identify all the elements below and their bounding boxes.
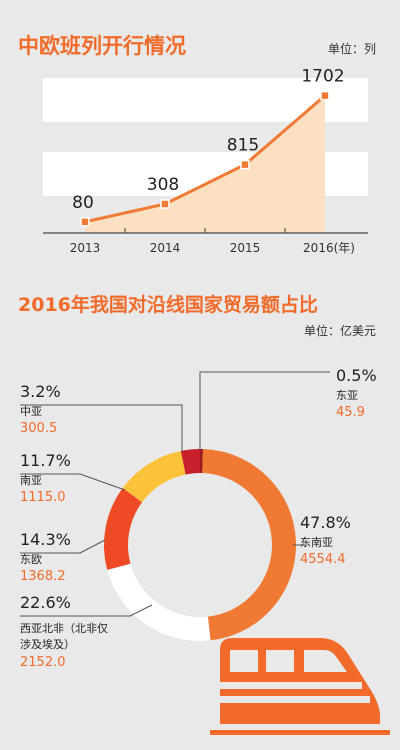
- leader-line: [20, 539, 106, 554]
- x-tick-label: 2014: [150, 241, 181, 255]
- slice-value: 300.5: [20, 421, 57, 436]
- leader-line: [20, 404, 183, 452]
- data-point: [320, 90, 330, 101]
- leader-line: [20, 604, 153, 617]
- x-tick-label: 2016(年): [303, 241, 355, 255]
- line-chart-unit: 单位：列: [327, 42, 376, 56]
- line-chart-title: 中欧班列开行情况: [18, 34, 186, 58]
- slice-value: 2152.0: [20, 655, 66, 670]
- slice-name-cont: 涉及埃及）: [20, 637, 75, 651]
- area-fill: [85, 95, 325, 233]
- donut-chart-unit: 单位：亿美元: [303, 324, 376, 338]
- donut-slice: [107, 563, 211, 641]
- slice-name: 南亚: [20, 474, 42, 487]
- slice-name: 东亚: [336, 389, 358, 402]
- donut-slice: [202, 449, 296, 641]
- slice-label-group: 11.7% 南亚 1115.0: [20, 451, 71, 505]
- leader-line: [20, 473, 126, 491]
- slice-label-group: 0.5% 东亚 45.9: [336, 366, 377, 420]
- x-tick-label: 2013: [70, 241, 101, 255]
- slice-name: 东欧: [20, 553, 42, 566]
- x-tick-label: 2015: [230, 241, 261, 255]
- slice-name: 东南亚: [300, 536, 333, 549]
- slice-value: 45.9: [336, 405, 365, 420]
- leader-line: [199, 371, 330, 450]
- slice-label-group: 14.3% 东欧 1368.2: [20, 530, 71, 584]
- donut-slice: [104, 488, 143, 570]
- slice-label-group: 3.2% 中亚 300.5: [20, 382, 61, 436]
- series-line: [84, 94, 326, 224]
- slice-percent: 3.2%: [20, 382, 61, 401]
- slice-percent: 22.6%: [20, 593, 71, 612]
- slice-percent: 14.3%: [20, 530, 71, 549]
- data-label: 1702: [301, 67, 344, 87]
- slice-value: 1115.0: [20, 490, 66, 505]
- slice-value: 1368.2: [20, 569, 66, 584]
- slice-name: 西亚北非（北非仅: [20, 622, 108, 635]
- data-label: 80: [72, 193, 94, 213]
- line-chart: 80 308 815 1702 2013 2014 2015 2016(年): [43, 67, 368, 255]
- data-point: [80, 217, 90, 227]
- slice-value: 4554.4: [300, 552, 346, 567]
- data-label: 308: [147, 175, 179, 195]
- train-icon: [210, 638, 390, 735]
- donut-slice: [180, 449, 200, 475]
- data-point: [240, 159, 250, 170]
- slice-name: 中亚: [20, 405, 42, 418]
- donut-slice: [122, 450, 186, 503]
- donut-slice: [200, 449, 204, 474]
- slice-percent: 11.7%: [20, 451, 71, 470]
- data-point: [160, 199, 170, 209]
- slice-percent: 47.8%: [300, 513, 351, 532]
- donut-chart-title: 2016年我国对沿线国家贸易额占比: [18, 294, 318, 316]
- slice-percent: 0.5%: [336, 366, 377, 385]
- data-label: 815: [227, 136, 259, 156]
- slice-label-group: 47.8% 东南亚 4554.4: [300, 513, 351, 567]
